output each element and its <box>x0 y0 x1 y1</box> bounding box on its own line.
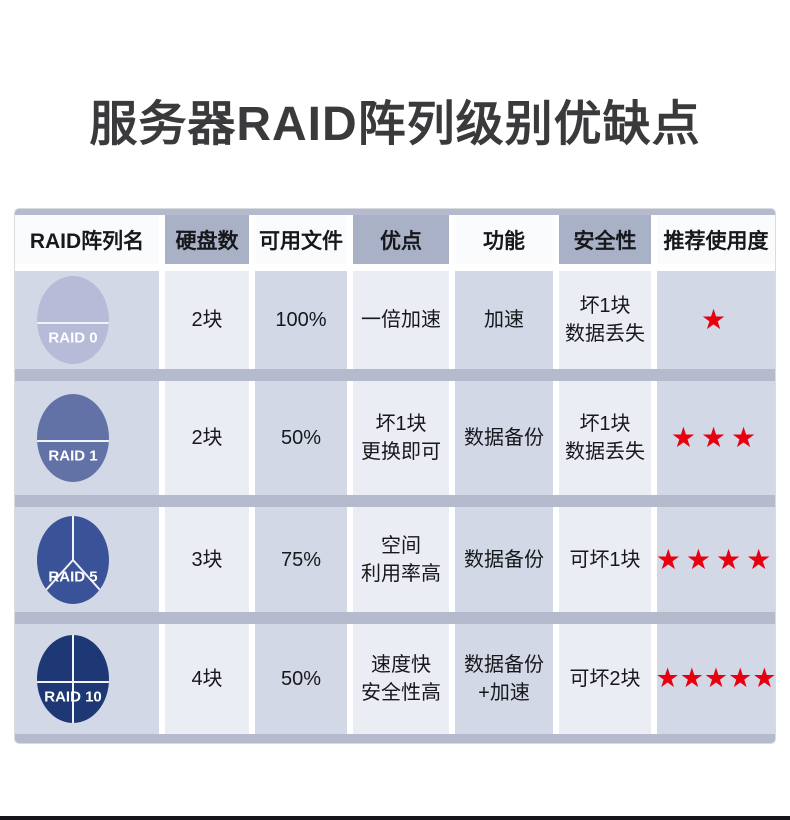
column-header-function: 功能 <box>455 215 553 264</box>
raid0-icon-cell: RAID 0 <box>15 271 159 369</box>
raid1-icon-cell: RAID 1 <box>15 381 159 495</box>
row-separator <box>15 495 775 507</box>
table-top-band <box>15 209 775 215</box>
usable-files-cell: 75% <box>255 507 347 612</box>
raid10-icon-cell: RAID 10 <box>15 624 159 734</box>
usable-files-cell: 100% <box>255 271 347 369</box>
raid-name-label: RAID 1 <box>48 447 98 465</box>
table-row-raid1: RAID 1 2块 50% 坏1块 更换即可 数据备份 坏1块 数据丢失 ★★★ <box>15 381 775 495</box>
pie-chart-3-segments-icon: RAID 5 <box>37 515 109 604</box>
star-rating: ★★★★★ <box>655 624 775 734</box>
pie-split-line <box>37 321 109 324</box>
table-header-row: RAID阵列名 硬盘数 可用文件 优点 功能 安全性 推荐使用度 <box>15 215 775 264</box>
safety-cell: 可坏1块 <box>559 507 651 612</box>
table-row-raid10: RAID 10 4块 50% 速度快 安全性高 数据备份 +加速 可坏2块 ★★… <box>15 624 775 734</box>
column-header-usable-files: 可用文件 <box>255 215 347 264</box>
disk-count-cell: 2块 <box>165 381 249 495</box>
function-cell: 数据备份 <box>455 381 553 495</box>
pie-split-line <box>37 439 109 442</box>
header-body-gap <box>15 264 775 271</box>
function-cell: 数据备份 +加速 <box>455 624 553 734</box>
raid-comparison-table: RAID阵列名 硬盘数 可用文件 优点 功能 安全性 推荐使用度 RAID 0 … <box>14 208 776 744</box>
pie-split-line <box>72 635 74 723</box>
advantage-cell: 一倍加速 <box>353 271 449 369</box>
column-header-raid-name: RAID阵列名 <box>15 215 159 264</box>
advantage-cell: 空间 利用率高 <box>353 507 449 612</box>
safety-cell: 坏1块 数据丢失 <box>559 271 651 369</box>
column-header-disk-count: 硬盘数 <box>165 215 249 264</box>
pie-chart-2-segments-icon: RAID 1 <box>37 394 109 482</box>
raid-name-label: RAID 5 <box>48 568 98 586</box>
row-separator <box>15 369 775 381</box>
pie-split-line <box>72 515 74 560</box>
column-header-safety: 安全性 <box>559 215 651 264</box>
advantage-cell: 速度快 安全性高 <box>353 624 449 734</box>
raid-name-label: RAID 10 <box>44 688 102 706</box>
safety-cell: 坏1块 数据丢失 <box>559 381 651 495</box>
function-cell: 加速 <box>455 271 553 369</box>
bottom-edge-bar <box>0 816 790 820</box>
usable-files-cell: 50% <box>255 624 347 734</box>
page-title: 服务器RAID阵列级别优缺点 <box>89 98 701 151</box>
table-row-raid5: RAID 5 3块 75% 空间 利用率高 数据备份 可坏1块 ★★★★ <box>15 507 775 612</box>
column-header-recommendation: 推荐使用度 <box>657 215 775 264</box>
table-row-raid0: RAID 0 2块 100% 一倍加速 加速 坏1块 数据丢失 ★ <box>15 271 775 369</box>
disk-count-cell: 3块 <box>165 507 249 612</box>
safety-cell: 可坏2块 <box>559 624 651 734</box>
star-rating: ★ <box>657 271 775 369</box>
function-cell: 数据备份 <box>455 507 553 612</box>
star-rating: ★★★★ <box>656 507 775 612</box>
advantage-cell: 坏1块 更换即可 <box>353 381 449 495</box>
raid5-icon-cell: RAID 5 <box>15 507 159 612</box>
disk-count-cell: 2块 <box>165 271 249 369</box>
star-rating: ★★★ <box>657 381 775 495</box>
pie-chart-2-segments-icon: RAID 0 <box>37 276 109 364</box>
table-bottom-band <box>15 734 775 743</box>
row-separator <box>15 612 775 624</box>
pie-chart-4-segments-icon: RAID 10 <box>37 635 109 723</box>
disk-count-cell: 4块 <box>165 624 249 734</box>
usable-files-cell: 50% <box>255 381 347 495</box>
raid-name-label: RAID 0 <box>48 329 98 347</box>
column-header-advantage: 优点 <box>353 215 449 264</box>
